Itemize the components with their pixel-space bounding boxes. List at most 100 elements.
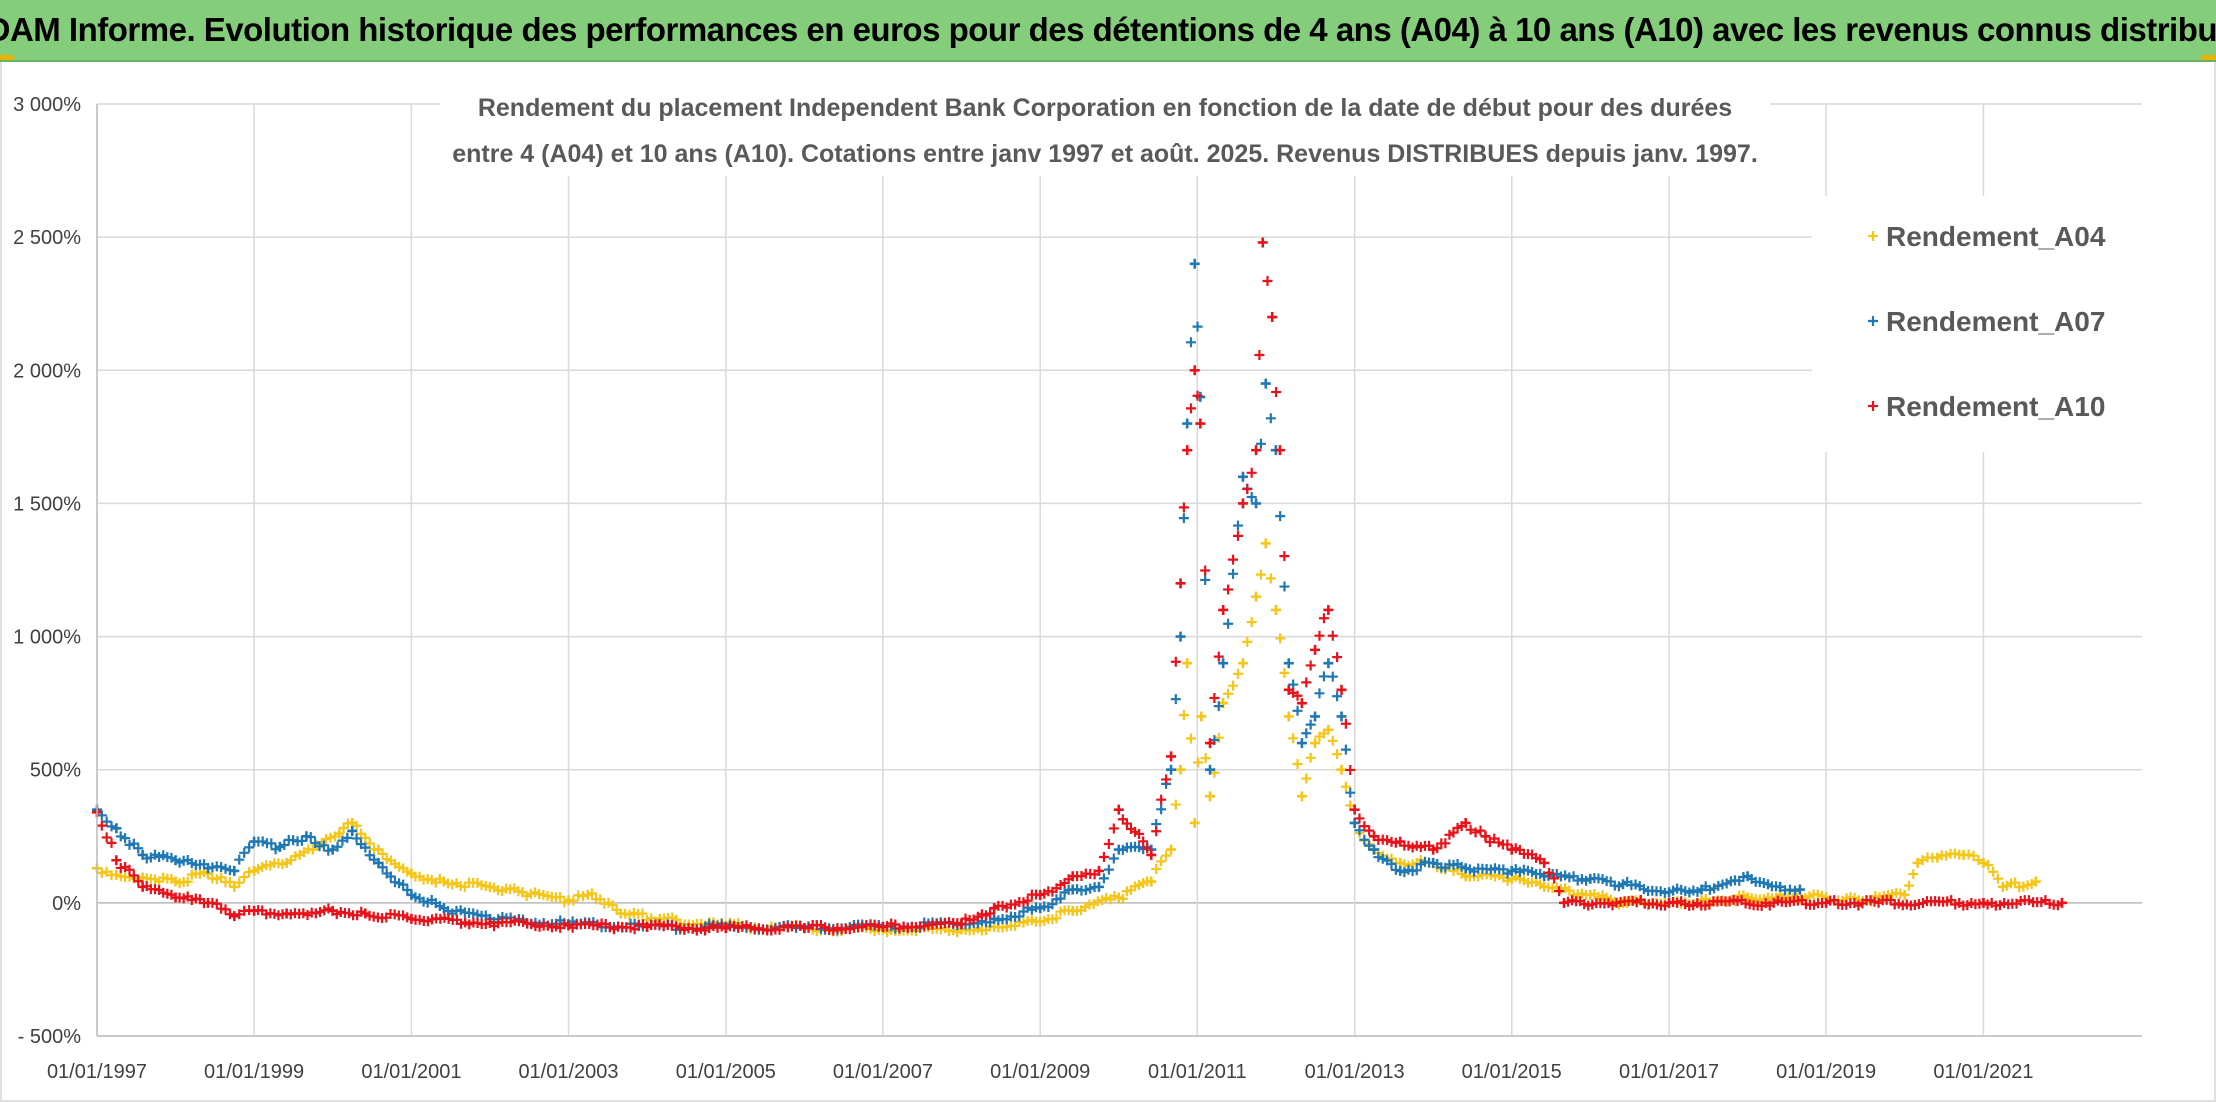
legend-label: Rendement_A04: [1886, 221, 2106, 252]
series-trail-marker: [106, 837, 117, 848]
series-trail-marker: [1103, 839, 1114, 850]
series-trail-marker: [1098, 851, 1109, 862]
series-trail-marker: [1134, 828, 1145, 839]
data-point: [1166, 844, 1177, 855]
data-point: [111, 869, 122, 880]
series-trail-marker: [1340, 718, 1351, 729]
data-point: [563, 920, 574, 931]
series-trail-marker: [1908, 869, 1919, 880]
series-trail-marker: [1103, 864, 1114, 875]
series-trail-marker: [1254, 349, 1265, 360]
data-point: [203, 897, 214, 908]
series-trail-marker: [1364, 825, 1375, 836]
data-point: [2057, 897, 2067, 908]
series-trail-marker: [1279, 667, 1290, 678]
y-tick-label: 1 500%: [13, 493, 81, 515]
data-point: [137, 849, 148, 860]
data-point: [1175, 764, 1186, 775]
series-trail-marker: [1262, 276, 1273, 287]
series-trail-marker: [1301, 677, 1312, 688]
series-trail-marker: [1332, 691, 1343, 702]
series-trail-marker: [106, 821, 117, 832]
data-point: [170, 892, 181, 903]
data-point: [1997, 881, 2008, 892]
data-point: [1283, 658, 1294, 669]
series-trail-marker: [1275, 633, 1286, 644]
series-trail-marker: [1200, 565, 1211, 576]
series-trail-marker: [1265, 573, 1276, 584]
series-trail-marker: [1246, 492, 1257, 503]
banner: ADAM Informe. Evolution historique des p…: [0, 0, 2216, 62]
corner-mark-left: [0, 55, 14, 60]
series-trail-marker: [1193, 757, 1204, 768]
y-tick-label: 1 000%: [13, 627, 81, 649]
data-point: [438, 876, 449, 887]
x-tick-label: 01/01/2007: [833, 1061, 933, 1083]
series-trail-marker: [1161, 774, 1172, 785]
data-point: [1189, 817, 1200, 828]
data-point: [360, 908, 371, 919]
series-trail-marker: [385, 871, 396, 882]
legend: Rendement_A04 Rendement_A07 Rendement_A10: [1812, 196, 2142, 452]
series-trail-marker: [1223, 688, 1234, 699]
series-trail-marker: [1292, 758, 1303, 769]
series-trail-marker: [1327, 735, 1338, 746]
corner-mark-right: [2202, 55, 2216, 60]
data-point: [1196, 711, 1207, 722]
data-point: [301, 831, 312, 842]
series-trail-marker: [1332, 749, 1343, 760]
data-point: [274, 841, 285, 852]
data-point: [1899, 889, 1910, 900]
series-trail-marker: [398, 879, 409, 890]
series-trail-marker: [1121, 818, 1132, 829]
chart-title-line: Rendement du placement Independent Bank …: [478, 94, 1732, 122]
data-point: [1912, 857, 1923, 868]
series-trail-marker: [1142, 843, 1153, 854]
data-point: [1664, 897, 1675, 908]
series-trail-marker: [234, 854, 245, 865]
data-point: [1270, 604, 1281, 615]
data-point: [1395, 836, 1406, 847]
data-point: [1296, 738, 1307, 749]
series-trail-marker: [1213, 701, 1224, 712]
series-trail-marker: [96, 820, 107, 831]
data-point: [1093, 865, 1104, 876]
data-point: [1146, 849, 1157, 860]
series-trail-marker: [1098, 873, 1109, 884]
series-trail-marker: [1301, 773, 1312, 784]
x-tick-label: 01/01/2003: [518, 1061, 618, 1083]
series-trail-marker: [1292, 690, 1303, 701]
series-trail-marker: [133, 876, 144, 887]
series-trail-marker: [128, 870, 139, 881]
data-point: [1205, 738, 1216, 749]
data-point: [1664, 887, 1675, 898]
series-trail-marker: [360, 832, 371, 843]
x-tick-label: 01/01/1999: [204, 1061, 304, 1083]
series-trail-marker: [1475, 825, 1486, 836]
x-tick-label: 01/01/2001: [361, 1061, 461, 1083]
data-point: [1251, 445, 1262, 456]
series-trail-marker: [1502, 839, 1513, 850]
data-point: [1205, 764, 1216, 775]
x-tick-label: 01/01/1997: [47, 1061, 147, 1083]
series-trail-marker: [96, 867, 107, 878]
series-trail-marker: [1340, 781, 1351, 792]
series-trail-marker: [239, 872, 250, 883]
series-trail-marker: [1255, 569, 1266, 580]
data-point: [1113, 844, 1124, 855]
data-point: [956, 919, 967, 930]
series-trail-marker: [1156, 804, 1167, 815]
y-tick-label: - 500%: [18, 1026, 82, 1048]
x-tick-label: 01/01/2005: [676, 1061, 776, 1083]
x-tick-label: 01/01/2011: [1148, 1061, 1247, 1083]
series-trail-marker: [1292, 705, 1303, 716]
series-trail-marker: [1470, 827, 1481, 838]
series-trail-marker: [1305, 660, 1316, 671]
data-point: [1539, 881, 1550, 892]
data-point: [373, 844, 384, 855]
data-point: [484, 917, 495, 928]
data-point: [1395, 865, 1406, 876]
chart-title: Rendement du placement Independent Bank …: [440, 82, 1770, 176]
series-trail-marker: [1223, 618, 1234, 629]
data-point: [1585, 889, 1596, 900]
